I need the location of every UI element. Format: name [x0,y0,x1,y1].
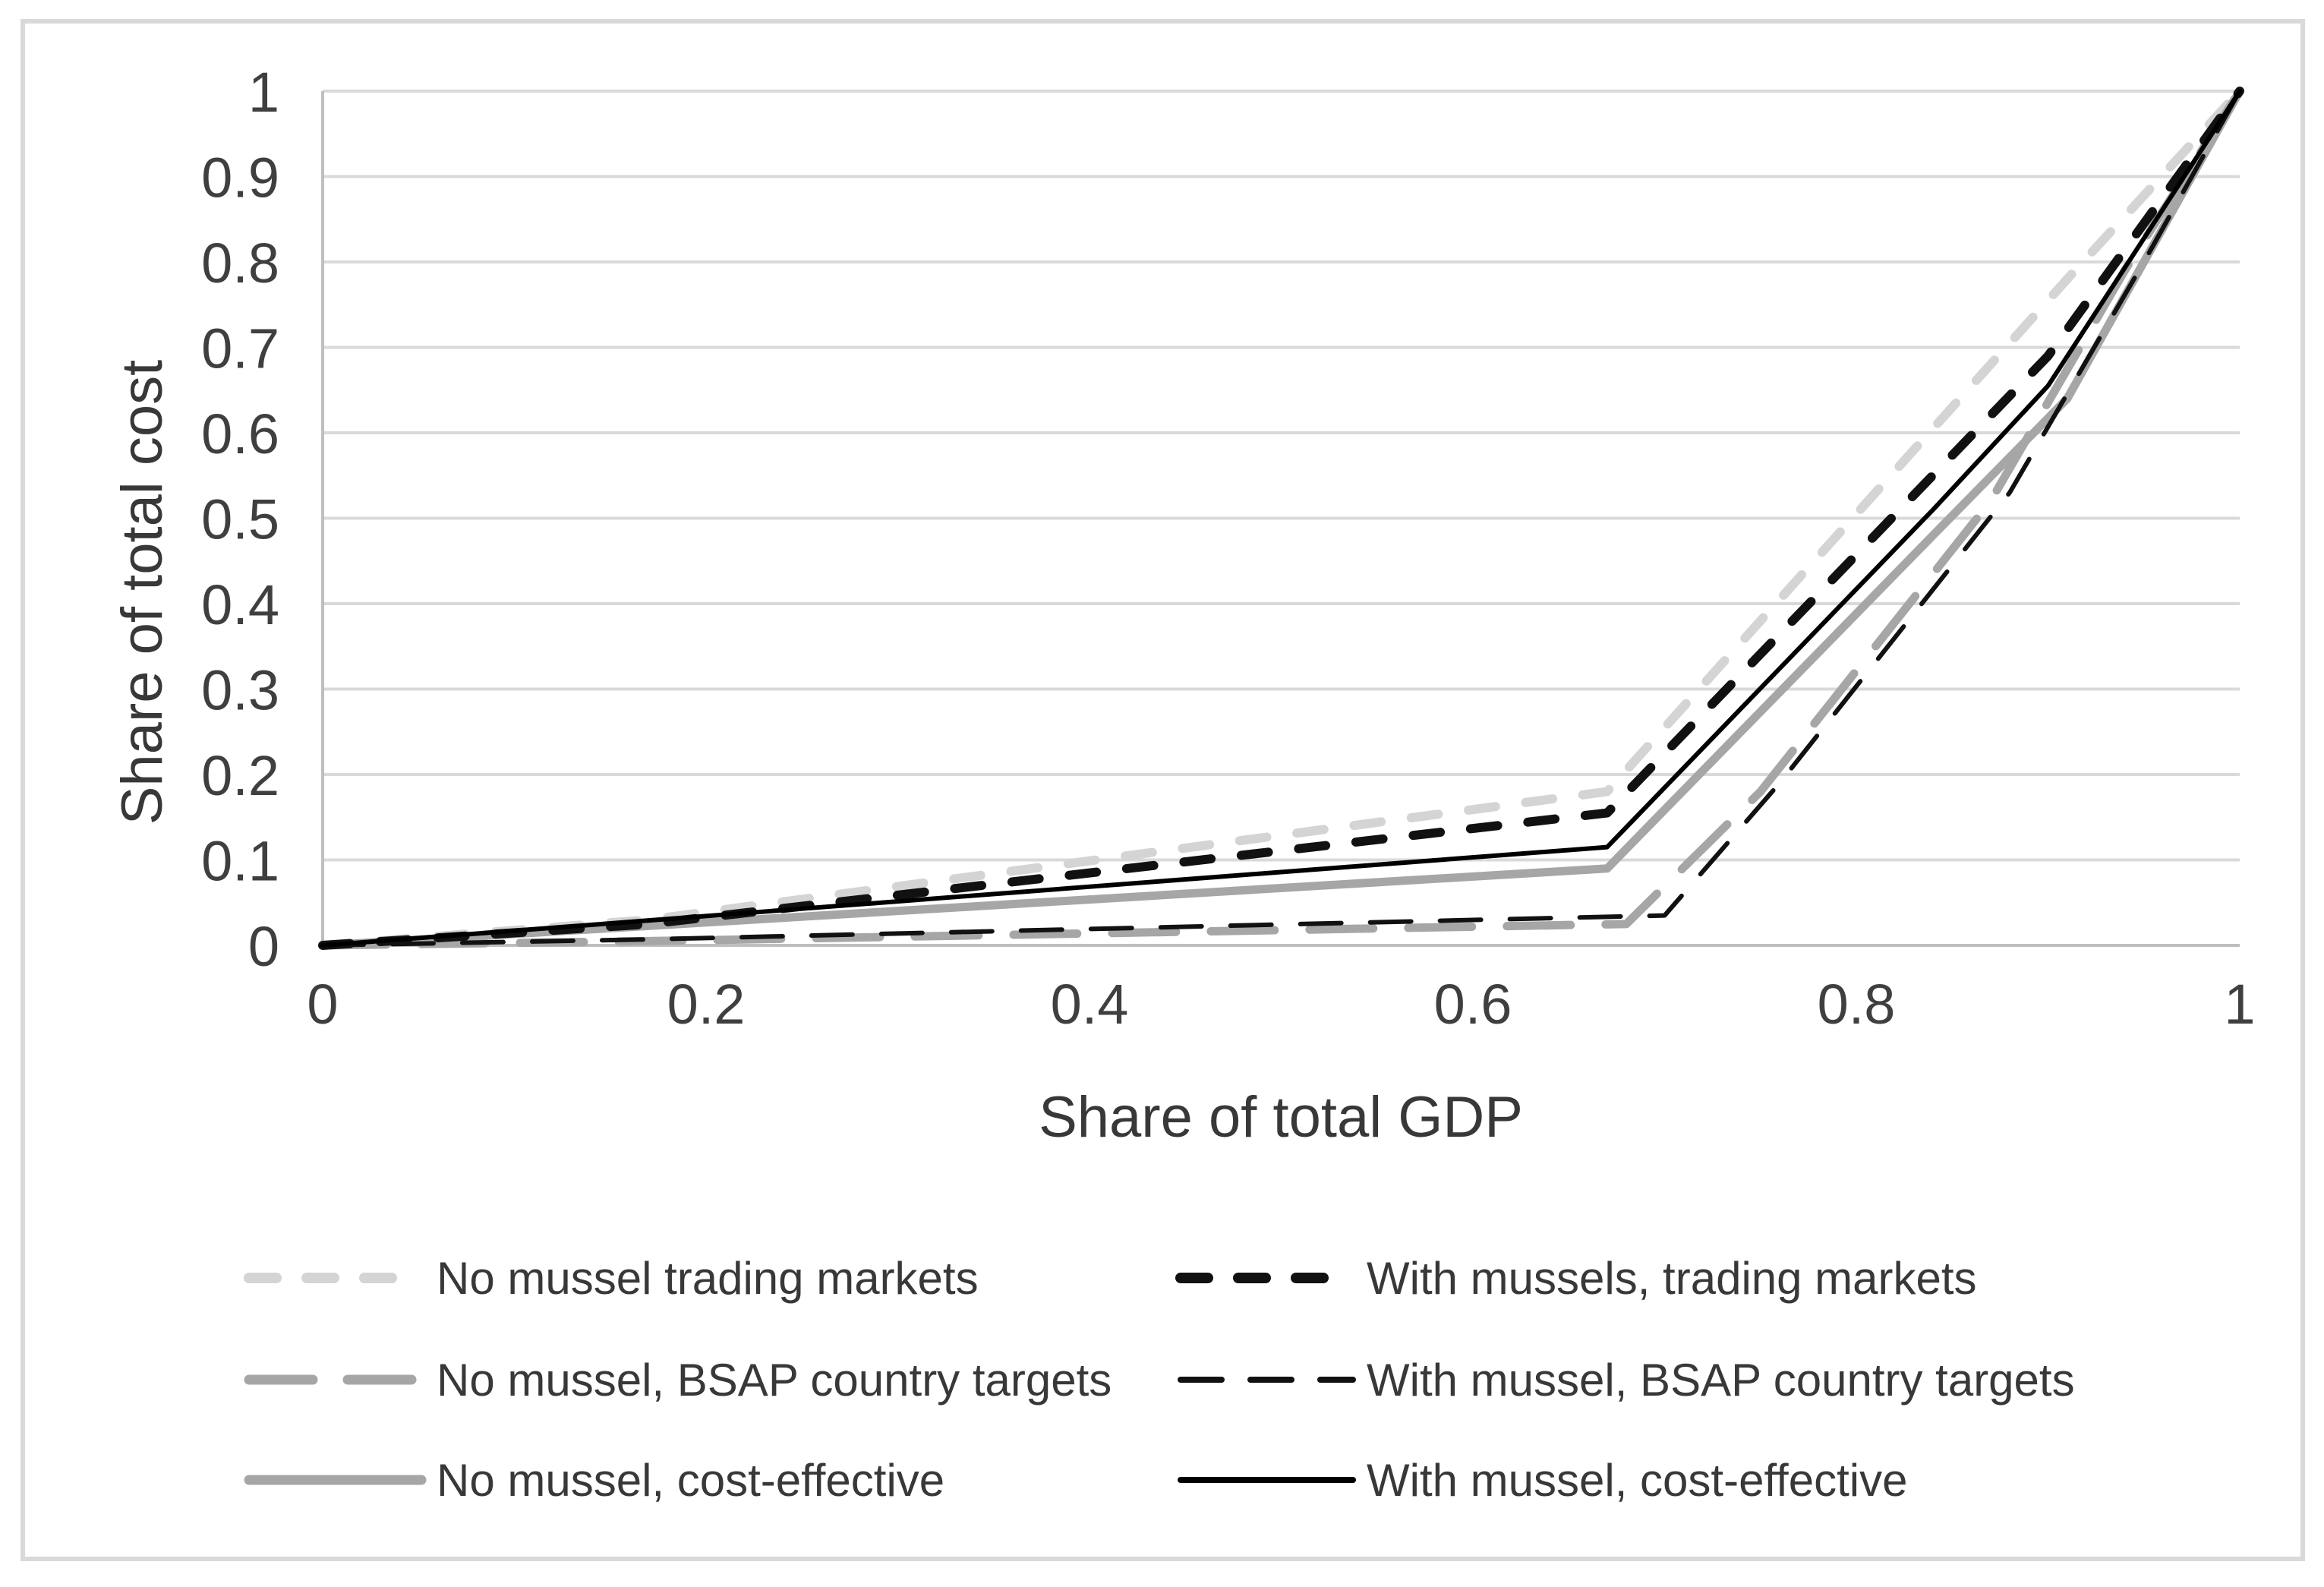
figure-border [20,19,2305,1561]
legend-item-with-mussel-bsap-country-targets: With mussel, BSAP country targets [1178,1355,2075,1406]
y-tick-label-0.3: 0.3 [201,659,279,722]
y-tick-label-0.9: 0.9 [201,147,279,210]
legend-item-with-mussel-cost-effective: With mussel, cost-effective [1178,1455,1907,1506]
y-tick-label-0.1: 0.1 [201,830,279,893]
legend-item-no-mussel-cost-effective: No mussel, cost-effective [244,1455,944,1506]
y-tick-label-0.8: 0.8 [201,232,279,295]
x-tick-label-1: 1 [2224,973,2255,1036]
legend-label-with-mussel-cost-effective: With mussel, cost-effective [1367,1455,1907,1506]
legend-item-no-mussel-bsap-country-targets: No mussel, BSAP country targets [244,1355,1112,1406]
series-line-with-mussel-cost-effective [320,89,2242,948]
y-axis-title: Share of total cost [110,360,175,825]
legend-label-with-mussel-bsap-country-targets: With mussel, BSAP country targets [1367,1355,2075,1406]
legend-label-no-mussel-trading-markets: No mussel trading markets [437,1253,979,1304]
series-line-no-mussel-trading-markets [318,87,2244,950]
y-tick-labels: 0 0.1 0.2 0.3 0.4 0.5 0.6 0.7 0.8 0.9 1 [201,61,279,978]
y-tick-label-0.5: 0.5 [201,488,279,551]
series-lines [318,87,2244,950]
y-tick-label-0: 0 [248,915,279,978]
gridlines [323,90,2240,862]
legend-label-with-mussels-trading-markets: With mussels, trading markets [1367,1253,1977,1304]
legend-item-with-mussels-trading-markets: With mussels, trading markets [1175,1253,1977,1304]
legend: No mussel trading markets With mussels, t… [244,1253,2075,1506]
x-tick-label-0.6: 0.6 [1434,973,1512,1036]
y-tick-label-1: 1 [248,61,279,124]
legend-label-no-mussel-bsap-country-targets: No mussel, BSAP country targets [437,1355,1112,1406]
x-tick-label-0: 0 [307,973,338,1036]
y-tick-label-0.7: 0.7 [201,317,279,380]
y-tick-label-0.4: 0.4 [201,573,279,636]
legend-label-no-mussel-cost-effective: No mussel, cost-effective [437,1455,944,1506]
x-axis-title: Share of total GDP [1039,1085,1523,1150]
x-tick-label-0.4: 0.4 [1051,973,1129,1036]
x-tick-label-0.8: 0.8 [1818,973,1896,1036]
y-tick-label-0.2: 0.2 [201,744,279,807]
x-tick-labels: 0 0.2 0.4 0.6 0.8 1 [307,973,2255,1036]
x-tick-label-0.2: 0.2 [667,973,746,1036]
series-line-with-mussels-trading-markets [318,87,2244,950]
legend-item-no-mussel-trading-markets: No mussel trading markets [244,1253,979,1304]
y-tick-label-0.6: 0.6 [201,402,279,465]
